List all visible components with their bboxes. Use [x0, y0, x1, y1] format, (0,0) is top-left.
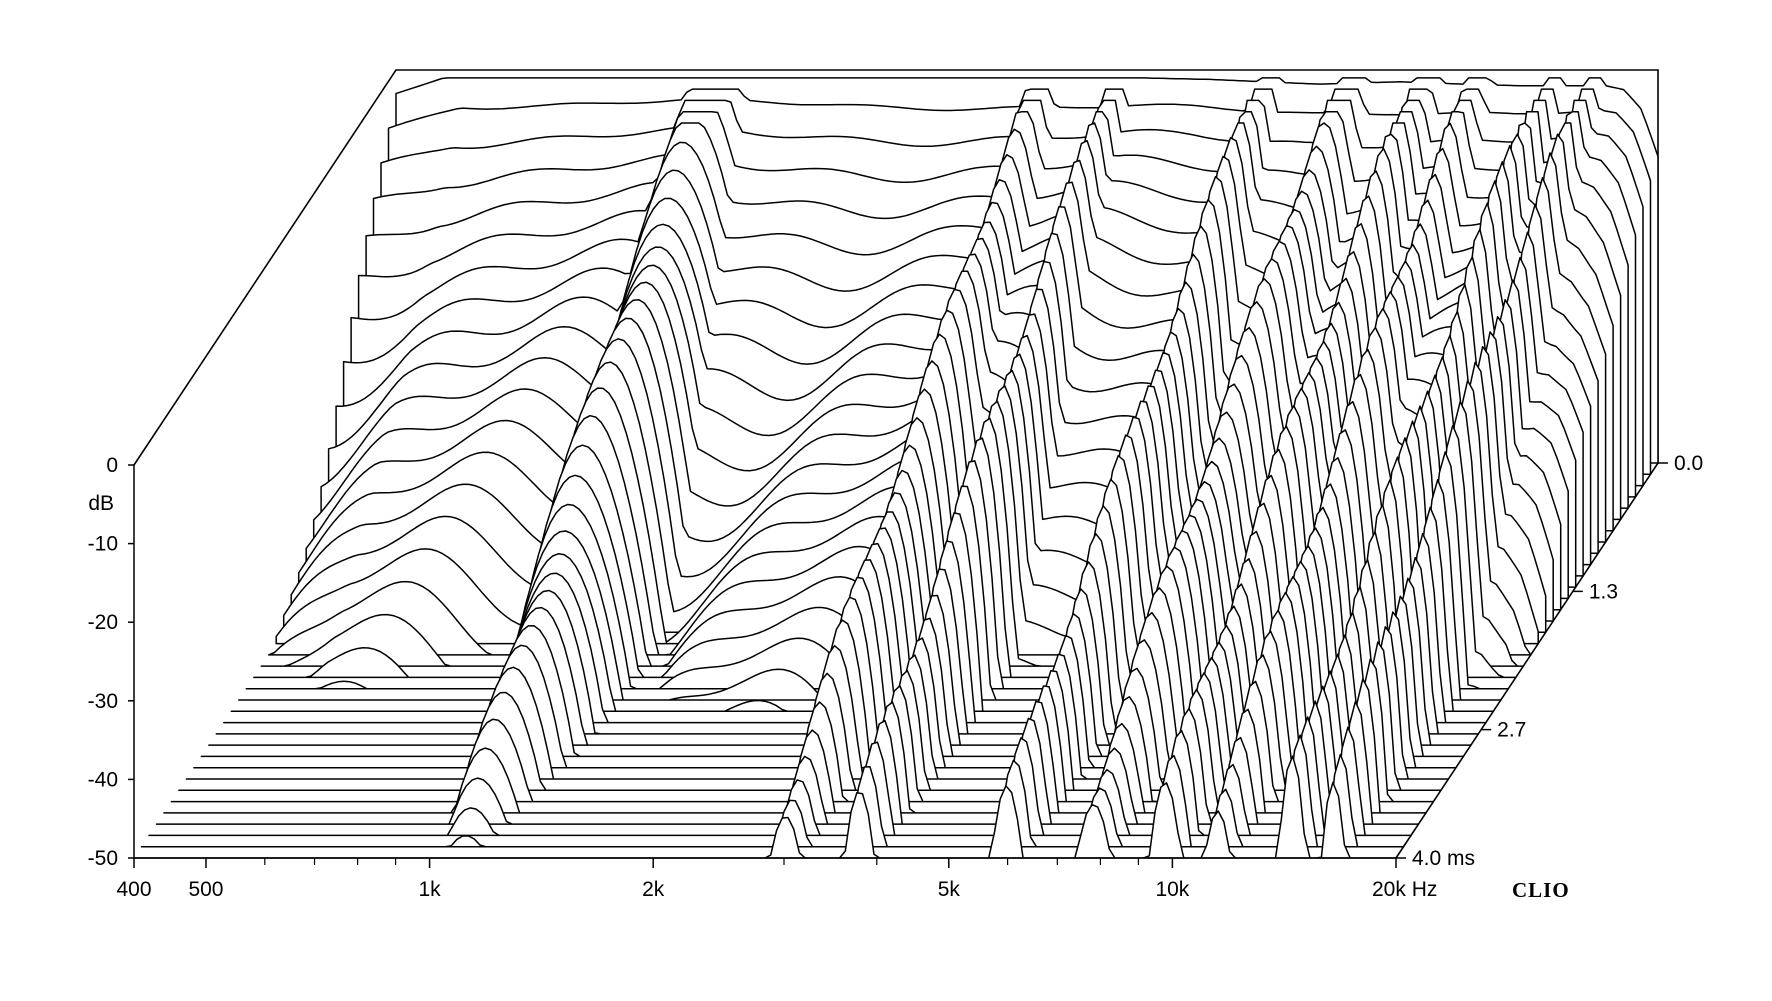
y-tick-label: -50	[88, 847, 118, 870]
x-tick-label: 500	[188, 878, 223, 901]
z-tick-label: 4.0 ms	[1412, 847, 1475, 870]
z-tick-label: 1.3	[1589, 580, 1618, 603]
slices-layer	[133, 77, 1659, 859]
x-tick-label: 20k Hz	[1372, 878, 1437, 901]
x-tick-label: 10k	[1155, 878, 1189, 901]
y-tick-label: -20	[88, 611, 118, 634]
y-tick-label: -30	[88, 690, 118, 713]
y-unit-label: dB	[88, 492, 114, 515]
y-tick-label: -10	[88, 533, 118, 556]
z-tick-label: 0.0	[1674, 452, 1703, 475]
x-tick-label: 5k	[938, 878, 961, 901]
x-tick-label: 1k	[418, 878, 441, 901]
x-tick-label: 400	[116, 878, 151, 901]
x-tick-label: 2k	[642, 878, 665, 901]
z-axis: 0.0 1.3 2.7 4.0 ms	[1396, 452, 1703, 870]
y-axis: dB 0 -10 -20 -30 -40 -50	[88, 454, 135, 870]
x-axis: 400 500 1k 2k 5k 10k 20k Hz	[116, 857, 1437, 901]
brand-label: CLIO	[1512, 878, 1570, 902]
frame-floor-diagonal	[1395, 462, 1659, 859]
y-tick-label: 0	[106, 454, 118, 477]
y-tick-label: -40	[88, 768, 118, 791]
z-tick-label: 2.7	[1497, 719, 1526, 742]
